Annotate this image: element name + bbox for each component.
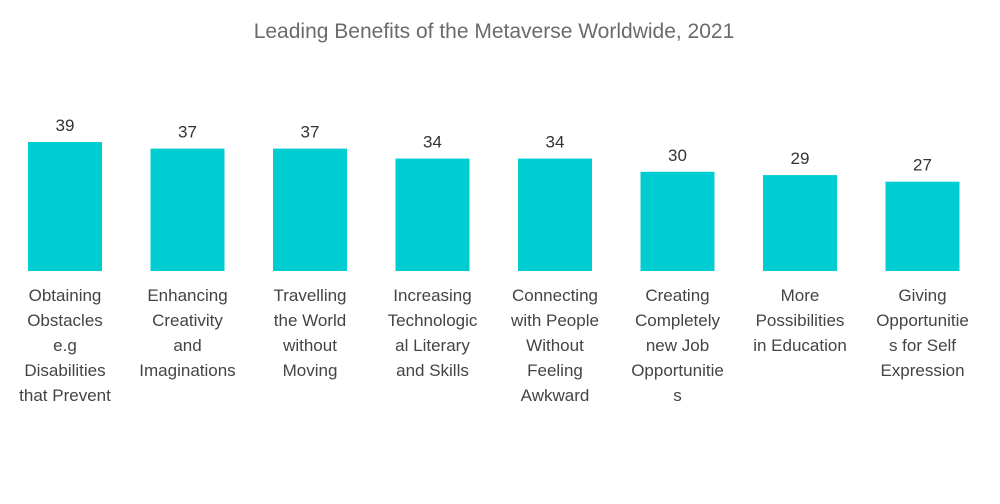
bar-value-label: 34 [546, 133, 565, 152]
bar-value-label: 37 [178, 123, 197, 142]
chart-title: Leading Benefits of the Metaverse Worldw… [254, 20, 735, 43]
bar [28, 142, 102, 271]
category-label: Obtaining Obstacles e.g Disabilities that Pr… [19, 286, 111, 405]
bars-layer [28, 142, 960, 271]
bar [395, 158, 470, 271]
category-label: Giving Opportunitie s for Self Expression [876, 286, 969, 380]
category-label: Enhancing Creativity and Imaginations [139, 286, 235, 380]
bar-value-label: 34 [423, 133, 442, 152]
bar-value-label: 39 [56, 116, 75, 135]
bar [885, 181, 960, 271]
bar [518, 158, 592, 271]
bar [150, 148, 225, 271]
category-label: Connecting with People Without Feeling Awkwa… [510, 286, 599, 405]
bar-value-label: 29 [791, 149, 810, 168]
bar [640, 171, 715, 271]
category-label: Travelling the World without Moving [273, 286, 346, 380]
bar [763, 175, 837, 271]
bar-value-label: 27 [913, 156, 932, 175]
category-label: Creating Completely new Job Opportunitie s [631, 286, 724, 405]
category-labels: Obtaining Obstacles e.g Disabilities that Pr… [19, 286, 969, 405]
bar-value-label: 30 [668, 146, 687, 165]
bar-value-label: 37 [301, 123, 320, 142]
value-labels: 39 37 37 34 34 30 29 27 [56, 116, 932, 175]
category-label: More Possibilities in Education [753, 286, 847, 355]
category-label: Increasing Technologic al Literary and Skil… [388, 286, 478, 380]
bar [273, 148, 347, 271]
